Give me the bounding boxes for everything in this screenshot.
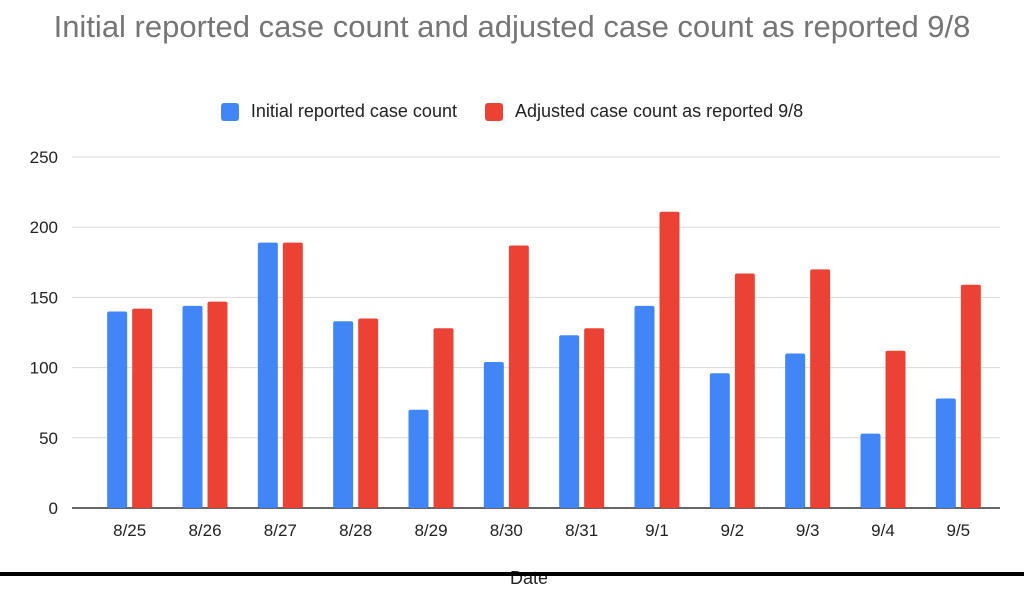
x-tick-label: 8/31 <box>565 521 598 540</box>
x-tick-label: 9/2 <box>721 521 745 540</box>
bar-initial <box>408 409 429 508</box>
bottom-border <box>0 572 1024 576</box>
legend-label-adjusted: Adjusted case count as reported 9/8 <box>514 101 804 121</box>
y-tick-label: 50 <box>39 429 58 448</box>
x-tick-label: 9/1 <box>645 521 669 540</box>
bar-adjusted <box>207 301 228 508</box>
bar-initial <box>257 242 278 509</box>
chart-legend: Initial reported case count Adjusted cas… <box>0 101 1024 122</box>
bar-adjusted <box>433 328 454 508</box>
x-tick-label: 9/5 <box>947 521 971 540</box>
y-tick-label: 0 <box>49 499 58 518</box>
bar-adjusted <box>810 269 831 508</box>
x-tick-label: 8/27 <box>264 521 297 540</box>
bar-initial <box>333 321 354 508</box>
bar-initial <box>860 433 881 508</box>
legend-swatch-adjusted <box>484 102 503 121</box>
bar-initial <box>483 361 504 508</box>
x-tick-label: 8/30 <box>490 521 523 540</box>
bar-adjusted <box>358 318 379 508</box>
x-tick-label: 8/28 <box>339 521 372 540</box>
x-tick-label: 8/25 <box>113 521 146 540</box>
legend-label-initial: Initial reported case count <box>250 101 457 121</box>
bar-adjusted <box>584 328 605 508</box>
x-tick-label: 8/29 <box>414 521 447 540</box>
bar-initial <box>107 311 128 508</box>
bar-adjusted <box>960 284 981 508</box>
x-tick-label: 8/26 <box>188 521 221 540</box>
legend-swatch-initial <box>220 102 239 121</box>
legend-item-initial: Initial reported case count <box>220 101 457 122</box>
bar-adjusted <box>734 273 755 508</box>
bar-initial <box>182 305 203 508</box>
legend-item-adjusted: Adjusted case count as reported 9/8 <box>484 101 804 122</box>
bar-chart: 0 50 100 150 200 250 8/25 8/26 8/27 8/28 8/29 8/30 8… <box>30 148 1000 540</box>
bar-initial <box>559 335 580 508</box>
y-tick-label: 200 <box>30 218 58 237</box>
bar-adjusted <box>508 245 529 508</box>
bar-adjusted <box>659 211 680 509</box>
x-tick-label: 9/4 <box>871 521 895 540</box>
bar-initial <box>709 373 730 508</box>
y-tick-label: 250 <box>30 148 58 167</box>
bar-initial <box>634 305 655 508</box>
bar-adjusted <box>282 242 303 509</box>
x-tick-label: 9/3 <box>796 521 820 540</box>
bar-adjusted <box>132 308 153 508</box>
bar-initial <box>935 398 956 508</box>
chart-title: Initial reported case count and adjusted… <box>53 9 971 44</box>
bar-adjusted <box>885 350 906 508</box>
bar-initial <box>785 353 806 508</box>
y-tick-label: 150 <box>30 288 58 307</box>
y-tick-label: 100 <box>30 359 58 378</box>
